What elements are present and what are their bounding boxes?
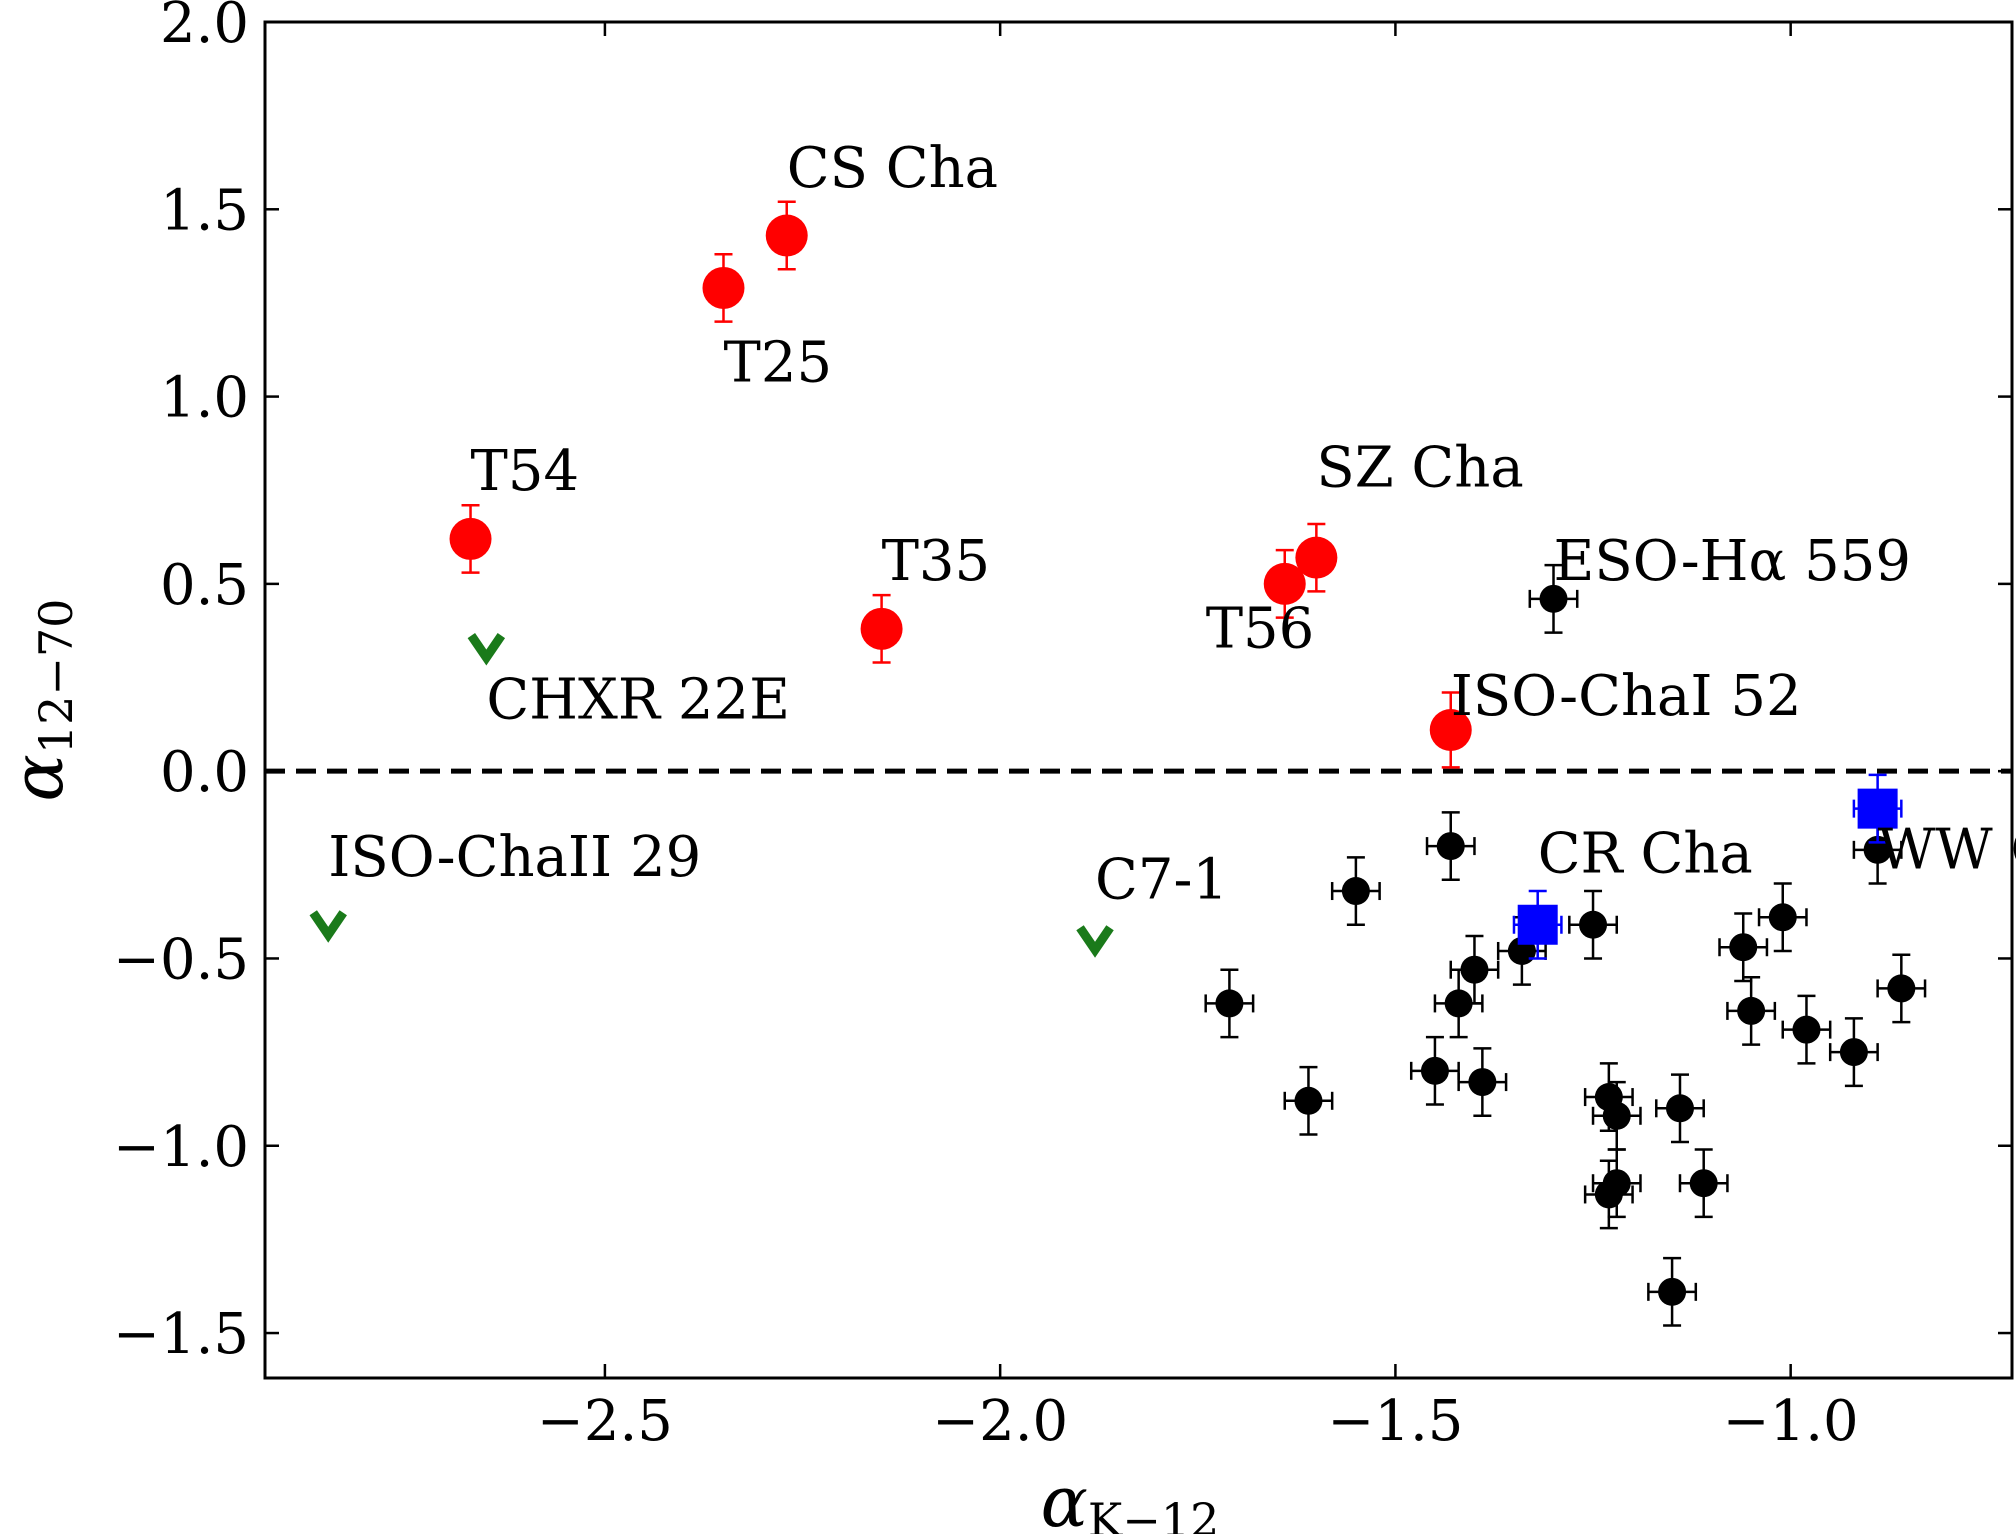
ticks-layer: −2.5 −2.0 −1.5 −1.0 2.0 1.5 1.0 0.5 0.0 −0.5 −1.0 −…	[113, 0, 2012, 1454]
data-point	[1792, 1015, 1821, 1044]
data-point	[1579, 910, 1608, 939]
x-axis-label: αK−12	[1041, 1461, 1220, 1534]
y-axis-label-symbol: α	[0, 754, 79, 801]
data-point	[1517, 904, 1558, 945]
data-point	[1420, 1056, 1449, 1085]
data-point	[765, 214, 808, 257]
y-tick-label: −0.5	[113, 927, 249, 992]
data-point	[860, 607, 903, 650]
y-tick-label: 1.0	[160, 366, 249, 431]
y-tick-label: 2.0	[160, 0, 249, 56]
y-axis-label: α12−70	[0, 599, 83, 802]
marks-layer	[265, 200, 2012, 1327]
point-annotation: C7-1	[1095, 848, 1228, 913]
x-tick-label: −1.5	[1327, 1389, 1463, 1454]
x-axis-label-symbol: α	[1041, 1461, 1088, 1534]
data-point	[1665, 1094, 1694, 1123]
point-annotation: T35	[882, 529, 991, 594]
point-annotation: CHXR 22E	[486, 668, 790, 733]
data-point	[1341, 877, 1370, 906]
data-point	[1460, 955, 1489, 984]
x-tick-label: −1.0	[1723, 1389, 1859, 1454]
data-point	[1444, 989, 1473, 1018]
y-tick-label: −1.5	[113, 1302, 249, 1367]
data-point	[1602, 1169, 1631, 1198]
x-axis-label-subscript: K−12	[1088, 1493, 1219, 1534]
data-point	[1263, 562, 1306, 605]
y-tick-label: 0.5	[160, 553, 249, 618]
point-annotation: ISO-ChaI 52	[1451, 664, 1802, 729]
point-annotation: T25	[723, 331, 832, 396]
plot-frame	[263, 20, 2014, 1380]
x-tick-label: −2.5	[537, 1389, 673, 1454]
data-point	[1436, 832, 1465, 861]
data-point	[1468, 1068, 1497, 1097]
data-point	[1839, 1038, 1868, 1067]
upper-limit-marker	[309, 910, 347, 943]
data-point	[1768, 903, 1797, 932]
point-annotation: CS Cha	[787, 136, 998, 201]
data-point	[1737, 996, 1766, 1025]
data-point	[449, 517, 492, 560]
data-point	[1729, 933, 1758, 962]
x-tick-label: −2.0	[932, 1389, 1068, 1454]
data-point	[702, 266, 745, 309]
y-tick-label: 0.0	[160, 740, 249, 805]
y-tick-label: −1.0	[113, 1115, 249, 1180]
data-point	[1294, 1086, 1323, 1115]
data-point	[1689, 1169, 1718, 1198]
upper-limit-marker	[467, 633, 506, 666]
y-axis-label-subscript: 12−70	[29, 599, 83, 755]
data-point	[1887, 974, 1916, 1003]
data-point	[1658, 1277, 1687, 1306]
point-annotation: WW Cha	[1878, 818, 2016, 883]
data-point	[1295, 536, 1338, 579]
point-annotation: ISO-ChaII 29	[328, 825, 701, 890]
y-tick-label: 1.5	[160, 178, 249, 243]
data-point	[1429, 708, 1472, 751]
data-point	[1215, 989, 1244, 1018]
upper-limit-marker	[1076, 925, 1114, 958]
point-annotation: SZ Cha	[1316, 435, 1523, 500]
data-point	[1539, 584, 1568, 613]
point-annotation: ESO-Hα 559	[1554, 529, 1911, 594]
data-point	[1857, 788, 1898, 829]
point-annotation: T56	[1206, 597, 1315, 662]
data-point	[1602, 1101, 1631, 1130]
point-annotation: CR Cha	[1538, 821, 1753, 886]
annotation-layer: CS Cha T25 T54 T35 SZ Cha T56 ESO-Hα 559 CHXR 2…	[328, 136, 2016, 913]
point-annotation: T54	[471, 439, 580, 504]
